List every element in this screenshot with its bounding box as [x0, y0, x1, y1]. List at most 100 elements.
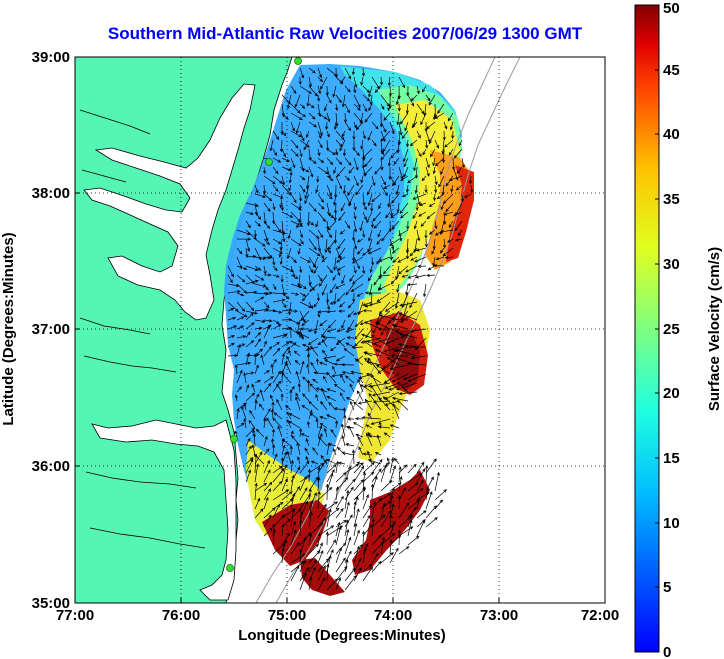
velocity-vector	[317, 274, 323, 282]
velocity-vector	[428, 202, 436, 207]
velocity-vector	[426, 121, 436, 130]
velocity-vector	[329, 346, 337, 352]
velocity-vector	[271, 401, 275, 411]
velocity-vector	[254, 497, 261, 510]
velocity-vector	[334, 420, 339, 429]
velocity-vector	[361, 333, 373, 339]
velocity-vector	[389, 238, 400, 246]
velocity-vector	[398, 332, 418, 339]
velocity-vector	[362, 523, 373, 537]
velocity-vector	[280, 393, 284, 402]
velocity-vector	[405, 283, 409, 296]
velocity-vector	[306, 363, 310, 375]
velocity-vector	[299, 475, 307, 492]
velocity-vector	[281, 211, 294, 218]
velocity-vector	[425, 487, 430, 501]
velocity-vector	[344, 478, 356, 492]
velocity-vector	[425, 491, 433, 510]
velocity-vector	[259, 389, 265, 402]
velocity-vector	[398, 76, 406, 89]
velocity-vector	[355, 121, 364, 131]
velocity-vector	[344, 85, 351, 93]
velocity-vector	[317, 193, 324, 203]
velocity-vector	[389, 457, 395, 474]
velocity-vector	[353, 265, 357, 274]
velocity-vector	[288, 175, 292, 184]
velocity-vector	[236, 325, 245, 330]
velocity-vector	[330, 428, 337, 438]
velocity-vector	[371, 193, 382, 203]
velocity-vector	[272, 202, 276, 211]
velocity-vector	[245, 469, 252, 483]
velocity-vector	[262, 184, 267, 195]
velocity-vector	[351, 449, 356, 465]
velocity-vector	[442, 238, 447, 249]
velocity-vector	[383, 112, 391, 121]
velocity-vector	[262, 166, 267, 175]
velocity-vector	[355, 417, 364, 421]
velocity-vector	[461, 157, 465, 169]
velocity-vector	[308, 499, 314, 519]
velocity-vector	[355, 184, 364, 196]
velocity-vector	[299, 493, 311, 510]
velocity-vector	[398, 501, 410, 519]
velocity-vector	[320, 400, 328, 411]
velocity-vector	[269, 139, 274, 152]
velocity-vector	[432, 166, 436, 175]
velocity-vector	[236, 386, 242, 393]
velocity-vector	[370, 256, 375, 266]
velocity-vector	[344, 558, 349, 573]
velocity-vector	[299, 67, 305, 79]
velocity-vector	[263, 448, 270, 456]
velocity-vector	[407, 488, 424, 501]
velocity-vector	[305, 130, 310, 139]
velocity-vector	[307, 337, 319, 346]
colorbar-tick-label: 45	[663, 62, 680, 79]
velocity-vector	[319, 422, 328, 429]
velocity-vector	[326, 193, 333, 200]
velocity-vector	[412, 193, 427, 200]
velocity-vector	[338, 461, 346, 465]
velocity-vector	[254, 482, 268, 492]
velocity-vector	[367, 357, 382, 375]
velocity-vector	[367, 130, 373, 141]
velocity-vector	[371, 374, 382, 393]
velocity-vector	[397, 103, 401, 112]
velocity-vector	[371, 121, 379, 130]
velocity-vector	[374, 166, 382, 175]
velocity-vector	[254, 220, 261, 227]
velocity-vector	[389, 121, 395, 135]
velocity-vector	[435, 256, 445, 261]
velocity-vector	[333, 202, 338, 214]
velocity-vector	[236, 422, 245, 429]
velocity-vector	[336, 256, 346, 263]
velocity-vector	[363, 166, 373, 176]
velocity-vector	[281, 464, 288, 483]
velocity-vector	[245, 310, 258, 315]
velocity-vector	[373, 220, 382, 229]
x-axis-label: Longitude (Degrees:Minutes)	[238, 627, 446, 644]
velocity-vector	[395, 184, 400, 196]
velocity-vector	[313, 256, 319, 268]
velocity-vector	[236, 361, 252, 366]
velocity-vector	[288, 301, 292, 316]
velocity-vector	[400, 211, 409, 219]
velocity-vector	[370, 202, 374, 213]
velocity-vector	[281, 478, 288, 492]
velocity-vector	[329, 301, 337, 305]
x-tick-label: 75:00	[268, 607, 306, 624]
velocity-vector	[327, 220, 337, 231]
velocity-vector	[442, 130, 446, 141]
velocity-vector	[263, 229, 269, 242]
velocity-vector	[290, 139, 299, 149]
velocity-vector	[364, 112, 373, 123]
velocity-vector	[326, 148, 336, 156]
velocity-vector	[308, 121, 318, 128]
velocity-vector	[344, 103, 350, 114]
velocity-vector	[272, 319, 280, 325]
velocity-vector	[254, 326, 263, 330]
velocity-vector	[412, 211, 418, 219]
velocity-vector	[371, 76, 380, 90]
velocity-vector	[363, 351, 382, 357]
velocity-vector	[455, 184, 463, 191]
